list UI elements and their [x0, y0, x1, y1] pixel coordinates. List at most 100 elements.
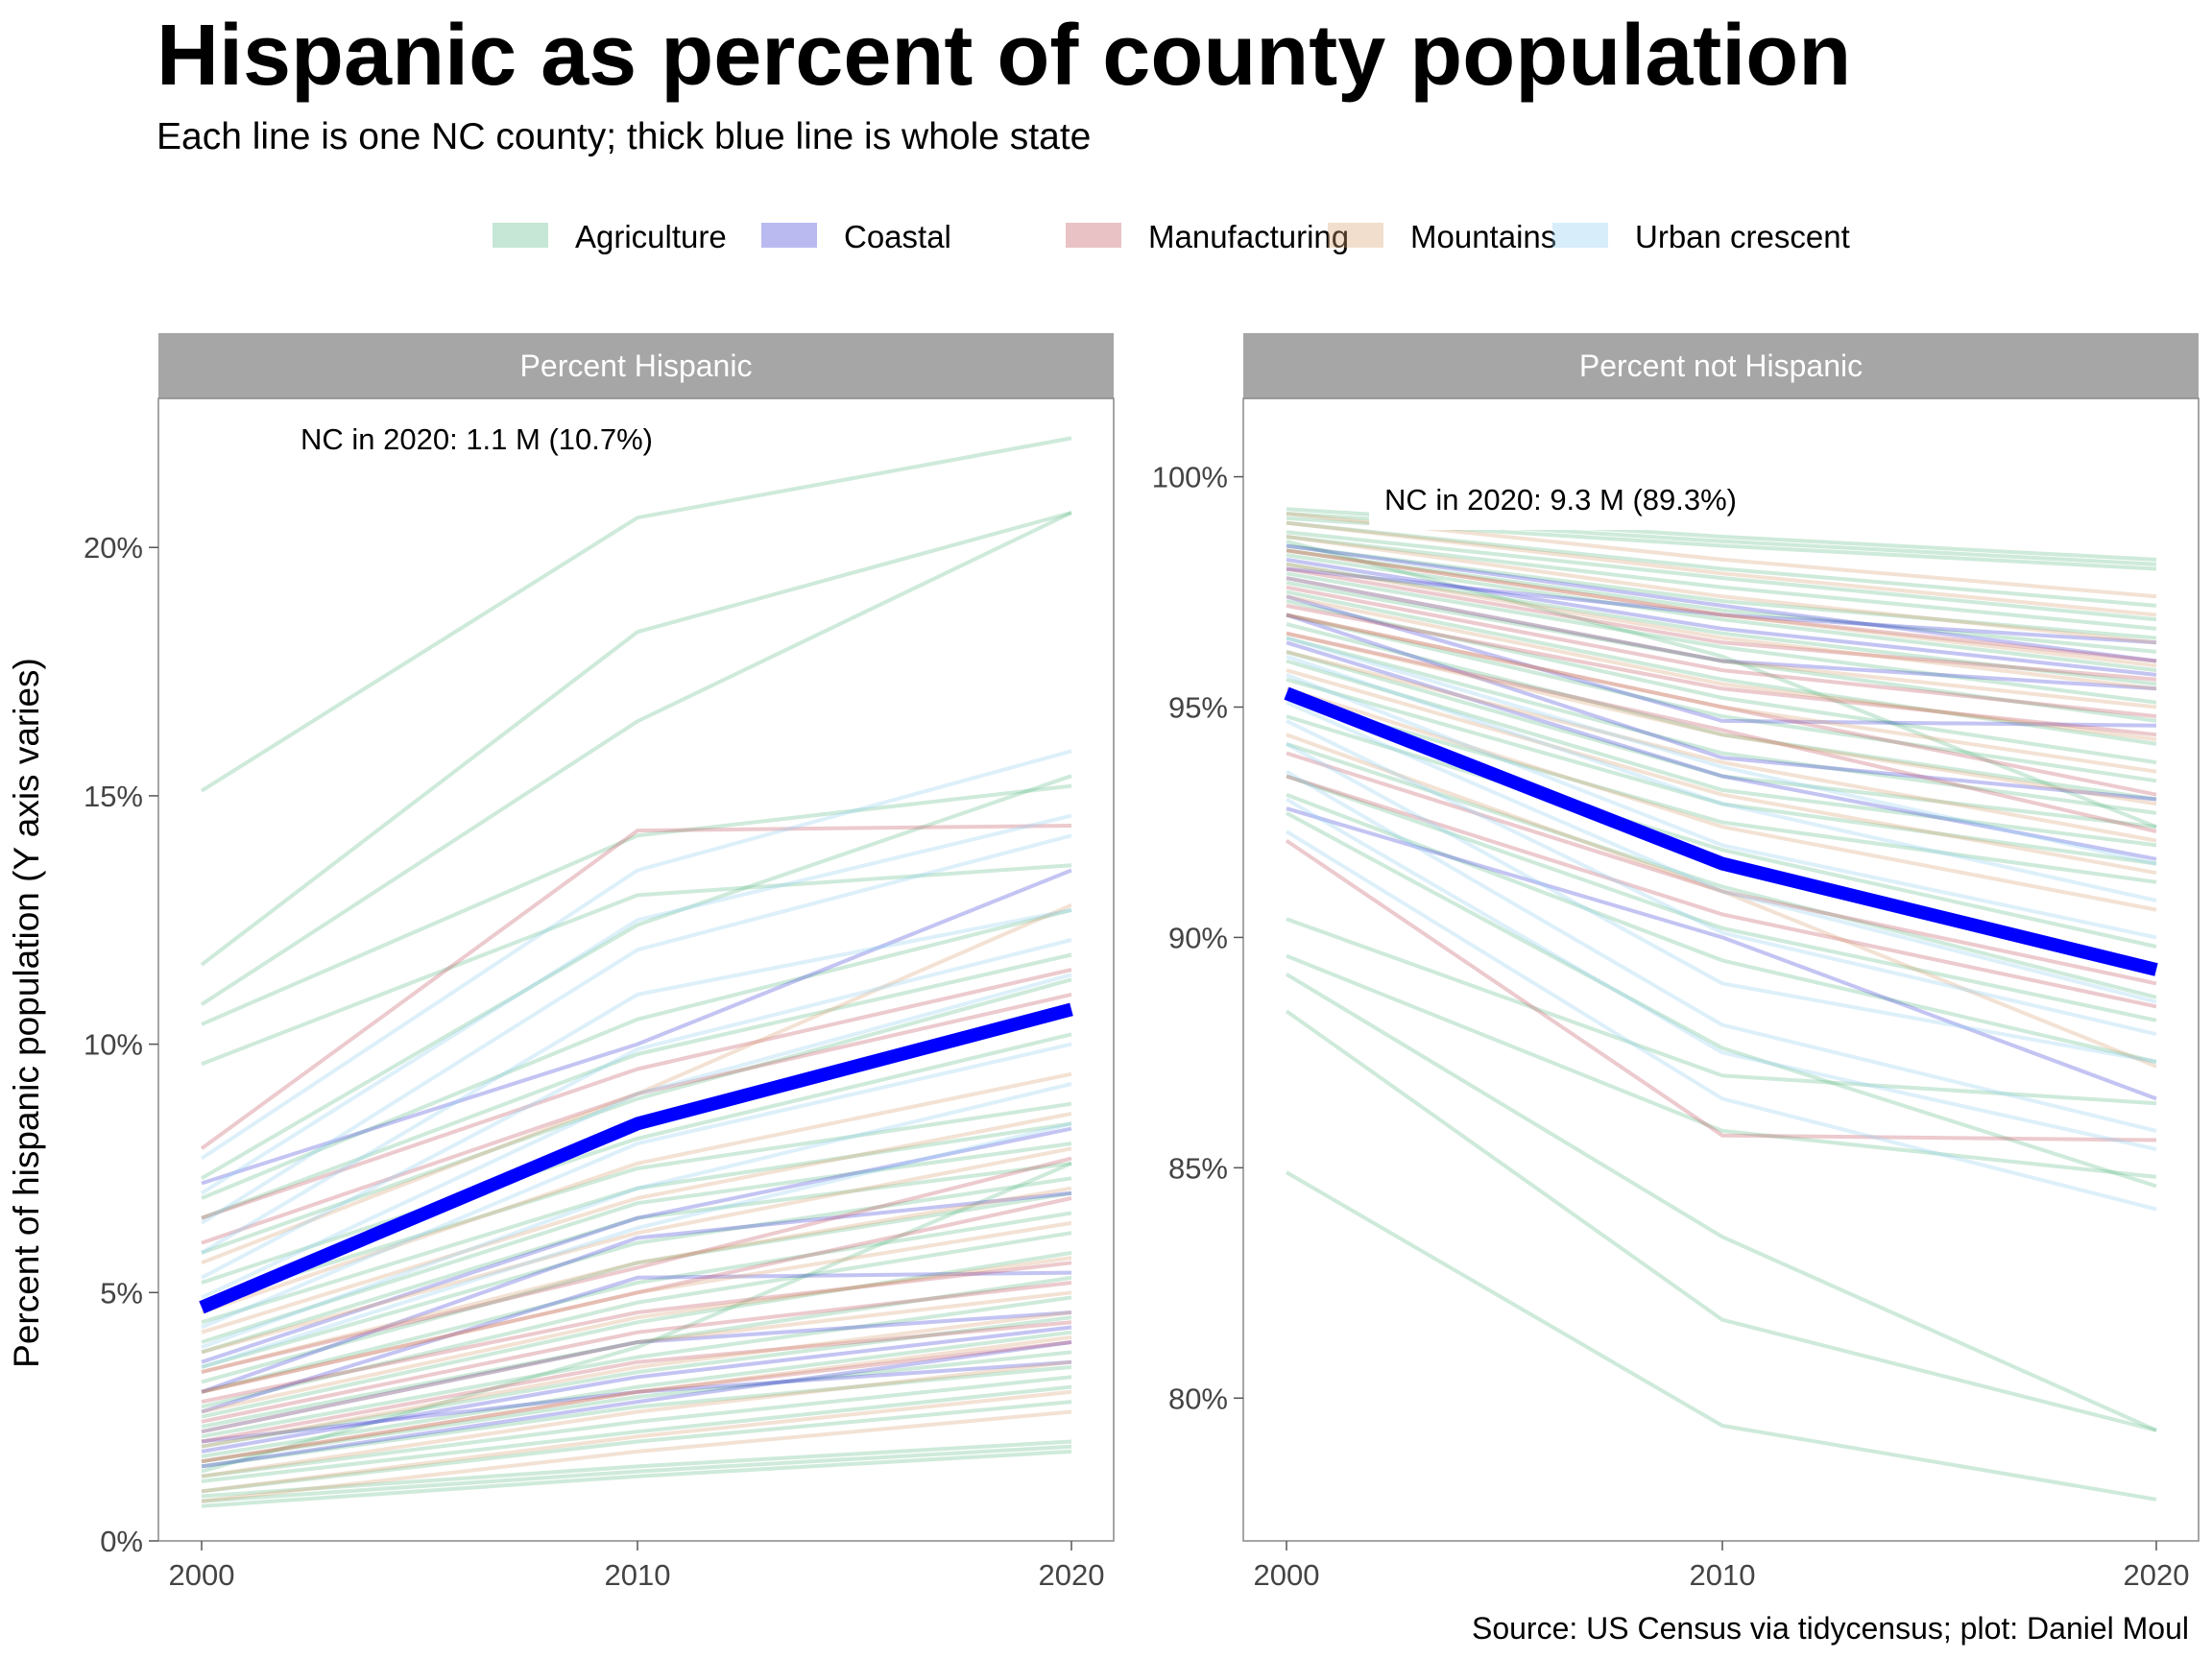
legend-swatch — [761, 223, 817, 248]
county-line-manufacturing — [1286, 631, 2157, 833]
legend-swatch — [1328, 223, 1383, 248]
county-line-coastal — [201, 1190, 1072, 1394]
county-line-manufacturing — [1286, 585, 2157, 719]
county-lines — [1285, 507, 2157, 1502]
county-line-agriculture — [1286, 613, 2157, 783]
legend-label: Mountains — [1410, 219, 1556, 254]
legend: Agriculture Coastal Manufacturing Mountains… — [493, 219, 1850, 254]
county-line-mountains — [201, 1310, 1072, 1449]
county-line-agriculture — [1286, 659, 2157, 848]
chart-subtitle: Each line is one NC county; thick blue l… — [156, 116, 1092, 157]
county-line-agriculture — [201, 1161, 1072, 1474]
county-line-coastal — [1286, 594, 2157, 728]
county-line-agriculture — [201, 1444, 1072, 1503]
county-line-manufacturing — [1285, 838, 2157, 1142]
county-line-agriculture — [201, 1350, 1072, 1464]
y-axis-label: Percent of hispanic population (Y axis v… — [7, 658, 46, 1368]
y-tick-label: 5% — [100, 1276, 143, 1310]
county-line-mountains — [1286, 686, 2157, 912]
county-line-agriculture — [1286, 622, 2157, 802]
county-line-agriculture — [201, 1449, 1072, 1508]
county-line-agriculture — [1286, 917, 2157, 1106]
county-line-agriculture — [201, 1190, 1072, 1384]
county-line-mountains — [1286, 576, 2157, 709]
chart-title: Hispanic as percent of county population — [156, 8, 1852, 104]
legend-swatch — [1066, 223, 1121, 248]
county-line-agriculture — [1285, 973, 2157, 1432]
county-line-urban-crescent — [1285, 797, 2157, 1152]
county-line-urban-crescent — [1286, 742, 2157, 1064]
y-tick-label: 90% — [1168, 921, 1228, 954]
county-line-agriculture — [1286, 535, 2157, 631]
county-line-mountains — [1286, 594, 2157, 742]
county-line-manufacturing — [201, 992, 1072, 1245]
county-line-agriculture — [1286, 953, 2157, 1179]
y-tick-label: 80% — [1168, 1382, 1228, 1415]
county-line-mountains — [201, 1112, 1072, 1334]
county-line-agriculture — [201, 1211, 1072, 1394]
y-tick-label: 20% — [84, 531, 143, 565]
county-line-manufacturing — [200, 824, 1072, 1150]
county-line-mountains — [201, 1389, 1072, 1494]
county-line-urban-crescent — [1285, 769, 2157, 1133]
county-line-coastal — [1286, 640, 2157, 861]
legend-label: Agriculture — [575, 219, 727, 254]
county-line-manufacturing — [201, 1261, 1072, 1405]
county-line-agriculture — [1286, 774, 2157, 1022]
county-line-manufacturing — [1286, 548, 2157, 663]
county-line-mountains — [201, 1409, 1072, 1503]
facet-strip-label: Percent Hispanic — [520, 349, 753, 383]
county-line-mountains — [1286, 548, 2157, 668]
county-line-urban-crescent — [200, 833, 1072, 1225]
county-line-urban-crescent — [200, 907, 1072, 1255]
y-tick-label: 95% — [1168, 690, 1228, 724]
county-line-urban-crescent — [201, 1121, 1072, 1369]
county-line-mountains — [1286, 649, 2157, 843]
county-line-urban-crescent — [201, 1082, 1072, 1350]
county-line-agriculture — [201, 1121, 1072, 1325]
county-line-agriculture — [201, 952, 1072, 1220]
county-line-coastal — [1286, 557, 2157, 677]
y-tick-label: 15% — [84, 780, 143, 813]
legend-item-manufacturing: Manufacturing — [1066, 219, 1349, 254]
county-line-agriculture — [201, 1295, 1072, 1439]
county-line-urban-crescent — [1286, 673, 2157, 940]
county-line-mountains — [201, 1146, 1072, 1355]
county-line-mountains — [201, 1256, 1072, 1414]
county-line-agriculture — [1286, 714, 2157, 949]
county-line-urban-crescent — [1286, 636, 2157, 866]
county-line-agriculture — [201, 1032, 1072, 1285]
y-tick-label: 10% — [84, 1028, 143, 1062]
county-line-mountains — [1286, 535, 2157, 645]
county-line-manufacturing — [201, 1340, 1072, 1464]
county-line-mountains — [201, 1334, 1072, 1464]
facet-strip — [158, 333, 1114, 398]
county-line-manufacturing — [201, 1281, 1072, 1424]
county-line-agriculture — [1286, 553, 2157, 673]
legend-swatch — [493, 223, 548, 248]
county-line-manufacturing — [201, 1320, 1072, 1444]
x-tick-label: 2010 — [605, 1558, 671, 1592]
facet-strip-label: Percent not Hispanic — [1579, 349, 1863, 383]
facet-strip — [1243, 333, 2199, 398]
county-line-urban-crescent — [201, 938, 1072, 1280]
county-line-agriculture — [1286, 562, 2157, 686]
county-line-manufacturing — [1286, 774, 2157, 1009]
county-line-agriculture — [201, 977, 1072, 1255]
annotation-box — [1369, 467, 1780, 530]
county-line-agriculture — [201, 1315, 1072, 1449]
county-line-agriculture — [1286, 792, 2157, 1064]
county-line-agriculture — [201, 863, 1072, 1067]
county-lines — [200, 436, 1072, 1508]
state-annotation: NC in 2020: 9.3 M (89.3%) — [1384, 483, 1737, 517]
county-line-agriculture — [1286, 677, 2157, 866]
county-line-agriculture — [1286, 539, 2157, 830]
county-line-coastal — [201, 1310, 1072, 1434]
county-line-manufacturing — [201, 968, 1072, 1220]
county-line-agriculture — [1286, 636, 2157, 815]
county-line-urban-crescent — [1286, 654, 2157, 902]
x-tick-label: 2010 — [1690, 1558, 1756, 1592]
county-line-coastal — [1286, 613, 2157, 802]
county-line-agriculture — [1285, 1009, 2157, 1432]
